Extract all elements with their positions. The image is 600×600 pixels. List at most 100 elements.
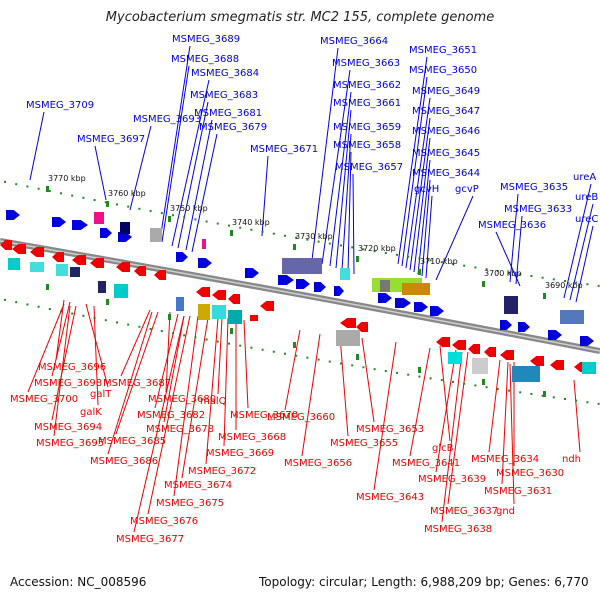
reverse-gene-arrow [154,270,166,280]
gene-label: MSMEG_3633 [504,204,572,215]
tick-mark-bottom [93,317,96,320]
gene-label: ndh [562,454,581,465]
gene-label: MSMEG_3669 [206,448,274,459]
tick-mark-bottom [183,334,186,337]
gene-label: MSMEG_3660 [267,412,335,423]
tick-mark-bottom [463,382,466,385]
tick-mark-bottom [519,391,522,394]
tick-mark-bottom [306,356,309,359]
gene-label: MSMEG_3698 [34,378,102,389]
major-tick [230,328,233,334]
gene-label: MSMEG_3661 [333,98,401,109]
tick-mark-top [228,224,230,227]
tick-mark-top [183,216,186,219]
leader-line [488,359,501,453]
scale-label: 3710 kbp [420,257,458,266]
feature-block [512,366,540,382]
tick-mark-bottom [317,358,320,361]
tick-mark-top [116,203,118,206]
leader-line [107,311,153,455]
leader-line [413,137,431,273]
gene-label: MSMEG_3634 [471,454,539,465]
tick-mark-top [37,187,40,190]
forward-gene-arrow [245,268,259,278]
leader-line [361,337,375,423]
forward-gene-arrow [414,302,428,312]
leader-line [373,341,397,491]
scale-label: 3730 kbp [295,232,333,241]
leader-line [321,69,351,265]
tick-mark-top [284,234,286,237]
gene-label: MSMEG_3635 [500,182,568,193]
feature-block [472,358,488,374]
feature-block [30,262,44,272]
tick-mark-bottom [48,308,51,311]
feature-block [282,258,322,274]
feature-block [98,281,106,293]
major-tick [293,342,296,348]
scale-label: 3770 kbp [48,174,86,183]
leader-line [53,305,71,437]
leader-line [261,155,269,237]
reverse-gene-arrow [228,294,240,304]
leader-line [352,173,355,275]
forward-gene-arrow [334,286,344,296]
scale-label: 3760 kbp [108,189,146,198]
feature-block [56,264,68,276]
reverse-gene-arrow [196,287,210,297]
leader-line [311,47,339,261]
tick-mark-bottom [138,325,141,328]
gene-label: MSMEG_3657 [335,162,403,173]
gene-label: MSMEG_3686 [90,456,158,467]
tick-mark-top [239,226,242,229]
forward-gene-arrow [500,320,512,330]
tick-mark-top [597,284,600,287]
reverse-gene-arrow [356,322,368,332]
feature-block [250,315,258,321]
forward-gene-arrow [580,336,594,346]
tick-mark-top [452,262,454,265]
tick-mark-top [440,261,443,264]
leader-line [301,333,321,457]
feature-block [70,267,80,277]
major-tick [230,230,233,236]
tick-mark-bottom [116,321,118,324]
feature-block [504,296,518,314]
leader-line [129,125,152,211]
gene-label: MSMEG_3636 [478,220,546,231]
forward-gene-arrow [118,232,132,242]
leader-line [284,329,301,411]
gene-label: MSMEG_3672 [188,466,256,477]
tick-mark-bottom [452,380,454,383]
tick-mark-bottom [474,384,477,387]
major-tick [482,281,485,287]
leader-line [191,133,218,253]
gene-label: MSMEG_3662 [333,80,401,91]
tick-mark-bottom [60,310,62,313]
tick-mark-top [194,218,197,221]
gene-label: MSMEG_3674 [164,480,232,491]
major-tick [46,284,49,290]
major-tick [418,269,421,275]
tick-mark-bottom [541,394,544,397]
tick-mark-bottom [160,330,163,333]
leader-line [341,133,352,271]
leader-line [501,361,509,485]
tick-mark-top [508,271,510,274]
leader-line [439,345,451,442]
tick-mark-top [250,228,253,231]
tick-mark-bottom [104,319,107,322]
tick-mark-bottom [496,387,499,390]
leader-line [29,111,45,181]
gene-label: MSMEG_3658 [333,140,401,151]
forward-gene-arrow [395,298,411,308]
tick-mark-top [71,194,74,197]
reverse-gene-arrow [530,356,544,366]
tick-mark-top [530,275,533,278]
gene-label: MSMEG_3679 [199,122,267,133]
reverse-gene-arrow [30,247,44,257]
leader-line [401,76,428,267]
gene-label: MSMEG_3695 [36,438,104,449]
leader-line [563,183,592,299]
tick-mark-bottom [340,362,342,365]
